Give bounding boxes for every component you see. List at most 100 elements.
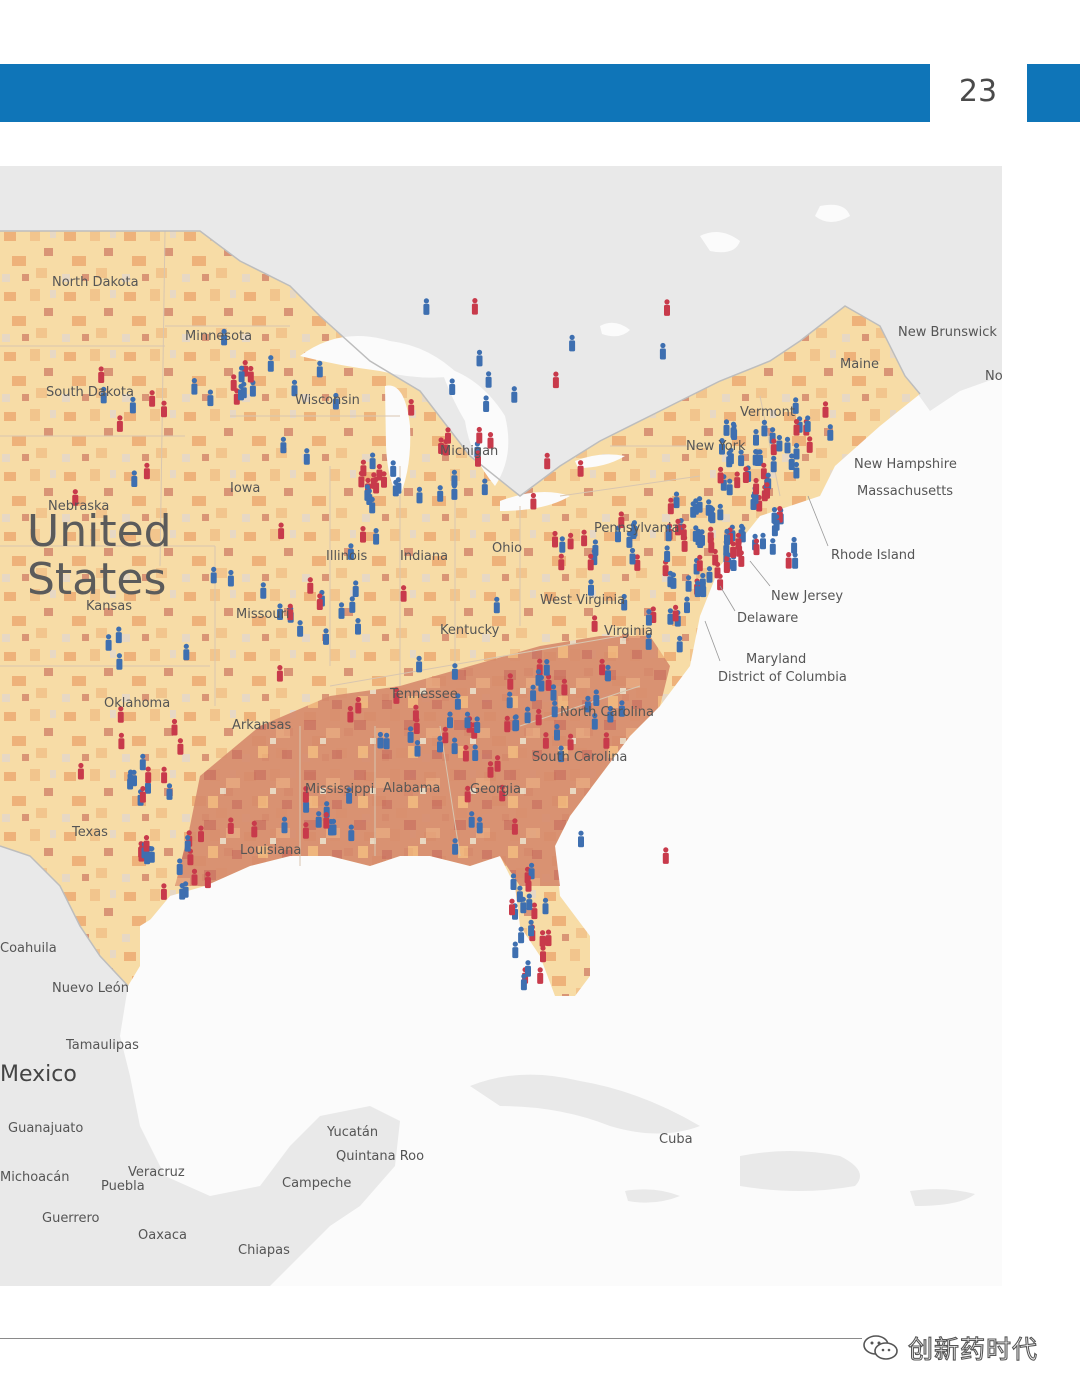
- marker-layer: [72, 298, 834, 991]
- person-marker: [464, 711, 471, 729]
- person-marker: [753, 538, 760, 556]
- person-marker: [738, 449, 745, 467]
- person-marker: [291, 379, 298, 397]
- person-marker: [544, 452, 551, 470]
- person-marker: [115, 626, 122, 644]
- label-mexico: Mexico: [0, 1062, 77, 1087]
- person-marker: [476, 816, 483, 834]
- person-marker: [118, 732, 125, 750]
- person-marker: [793, 442, 800, 460]
- label-ri: Rhode Island: [831, 548, 915, 563]
- person-marker: [558, 553, 565, 571]
- person-marker: [176, 858, 183, 875]
- person-marker: [707, 526, 714, 544]
- person-marker: [667, 608, 674, 625]
- person-marker: [392, 479, 399, 497]
- person-marker: [723, 419, 730, 436]
- person-marker: [591, 713, 598, 730]
- person-marker: [407, 726, 414, 743]
- person-marker: [717, 466, 724, 484]
- person-marker: [545, 929, 552, 947]
- person-marker: [592, 539, 599, 556]
- person-marker: [315, 811, 322, 828]
- person-marker: [526, 893, 533, 911]
- label-ne: Nebraska: [48, 499, 109, 514]
- person-marker: [437, 485, 444, 502]
- person-marker: [770, 455, 777, 473]
- person-marker: [513, 714, 520, 731]
- header-band-right: [1027, 64, 1080, 122]
- map[interactable]: North Dakota South Dakota Minnesota Wisc…: [0, 166, 1002, 1286]
- person-marker: [520, 973, 527, 991]
- person-marker: [145, 766, 152, 784]
- person-marker: [723, 556, 730, 573]
- label-nh: New Hampshire: [854, 457, 957, 472]
- label-nl: Nuevo León: [52, 981, 129, 996]
- hispaniola: [740, 1151, 860, 1191]
- label-dc: District of Columbia: [718, 670, 847, 685]
- person-marker: [511, 818, 518, 835]
- person-marker: [672, 604, 679, 622]
- person-marker: [738, 550, 745, 567]
- person-marker: [599, 658, 606, 676]
- person-marker: [360, 526, 366, 543]
- label-pa: Pennsylvania: [594, 521, 679, 536]
- person-marker: [605, 664, 611, 682]
- person-marker: [303, 448, 310, 465]
- label-ia: Iowa: [230, 481, 260, 496]
- person-marker: [694, 580, 701, 598]
- person-marker: [793, 461, 800, 479]
- person-marker: [139, 753, 146, 771]
- lake-ontario: [575, 454, 625, 468]
- person-marker: [323, 812, 330, 829]
- person-marker: [804, 415, 811, 432]
- person-marker: [531, 902, 538, 920]
- person-marker: [207, 389, 214, 407]
- person-marker: [449, 378, 456, 395]
- person-marker: [177, 738, 184, 755]
- person-marker: [191, 868, 198, 886]
- person-marker: [697, 531, 704, 548]
- person-marker: [474, 716, 481, 733]
- label-qroo: Quintana Roo: [336, 1149, 424, 1164]
- person-marker: [98, 366, 105, 383]
- person-marker: [476, 426, 483, 444]
- person-marker: [753, 477, 760, 495]
- label-yuc: Yucatán: [326, 1125, 378, 1140]
- gulf-of-mexico: [139, 876, 540, 1114]
- label-mich: Michoacán: [0, 1170, 70, 1185]
- person-marker: [454, 693, 461, 710]
- label-tn: Tennessee: [389, 687, 458, 702]
- person-marker: [507, 673, 514, 690]
- labels: North Dakota South Dakota Minnesota Wisc…: [0, 275, 1002, 1258]
- person-marker: [754, 449, 761, 466]
- person-marker: [734, 471, 741, 489]
- person-marker: [645, 633, 652, 650]
- person-marker: [788, 453, 795, 470]
- person-marker: [530, 684, 537, 702]
- lake-superior: [300, 336, 460, 378]
- person-marker: [277, 603, 283, 620]
- person-marker: [581, 529, 588, 547]
- person-marker: [77, 762, 84, 780]
- label-in: Indiana: [400, 549, 448, 564]
- person-marker: [307, 577, 314, 594]
- person-marker: [451, 469, 458, 487]
- person-marker: [72, 489, 79, 506]
- person-marker: [452, 838, 459, 855]
- person-marker: [281, 816, 288, 834]
- person-marker: [607, 705, 614, 723]
- person-marker: [373, 476, 380, 494]
- person-marker: [487, 432, 494, 449]
- person-marker: [393, 687, 400, 704]
- person-marker: [776, 434, 783, 452]
- label-ga: Georgia: [470, 782, 521, 797]
- person-marker: [414, 740, 421, 757]
- label-ver: Veracruz: [128, 1165, 185, 1180]
- person-marker: [506, 691, 513, 709]
- canada-landmass: [0, 166, 1002, 496]
- person-marker: [735, 532, 742, 550]
- leader-lines: [704, 495, 829, 662]
- person-marker: [792, 552, 799, 569]
- person-marker: [493, 596, 500, 614]
